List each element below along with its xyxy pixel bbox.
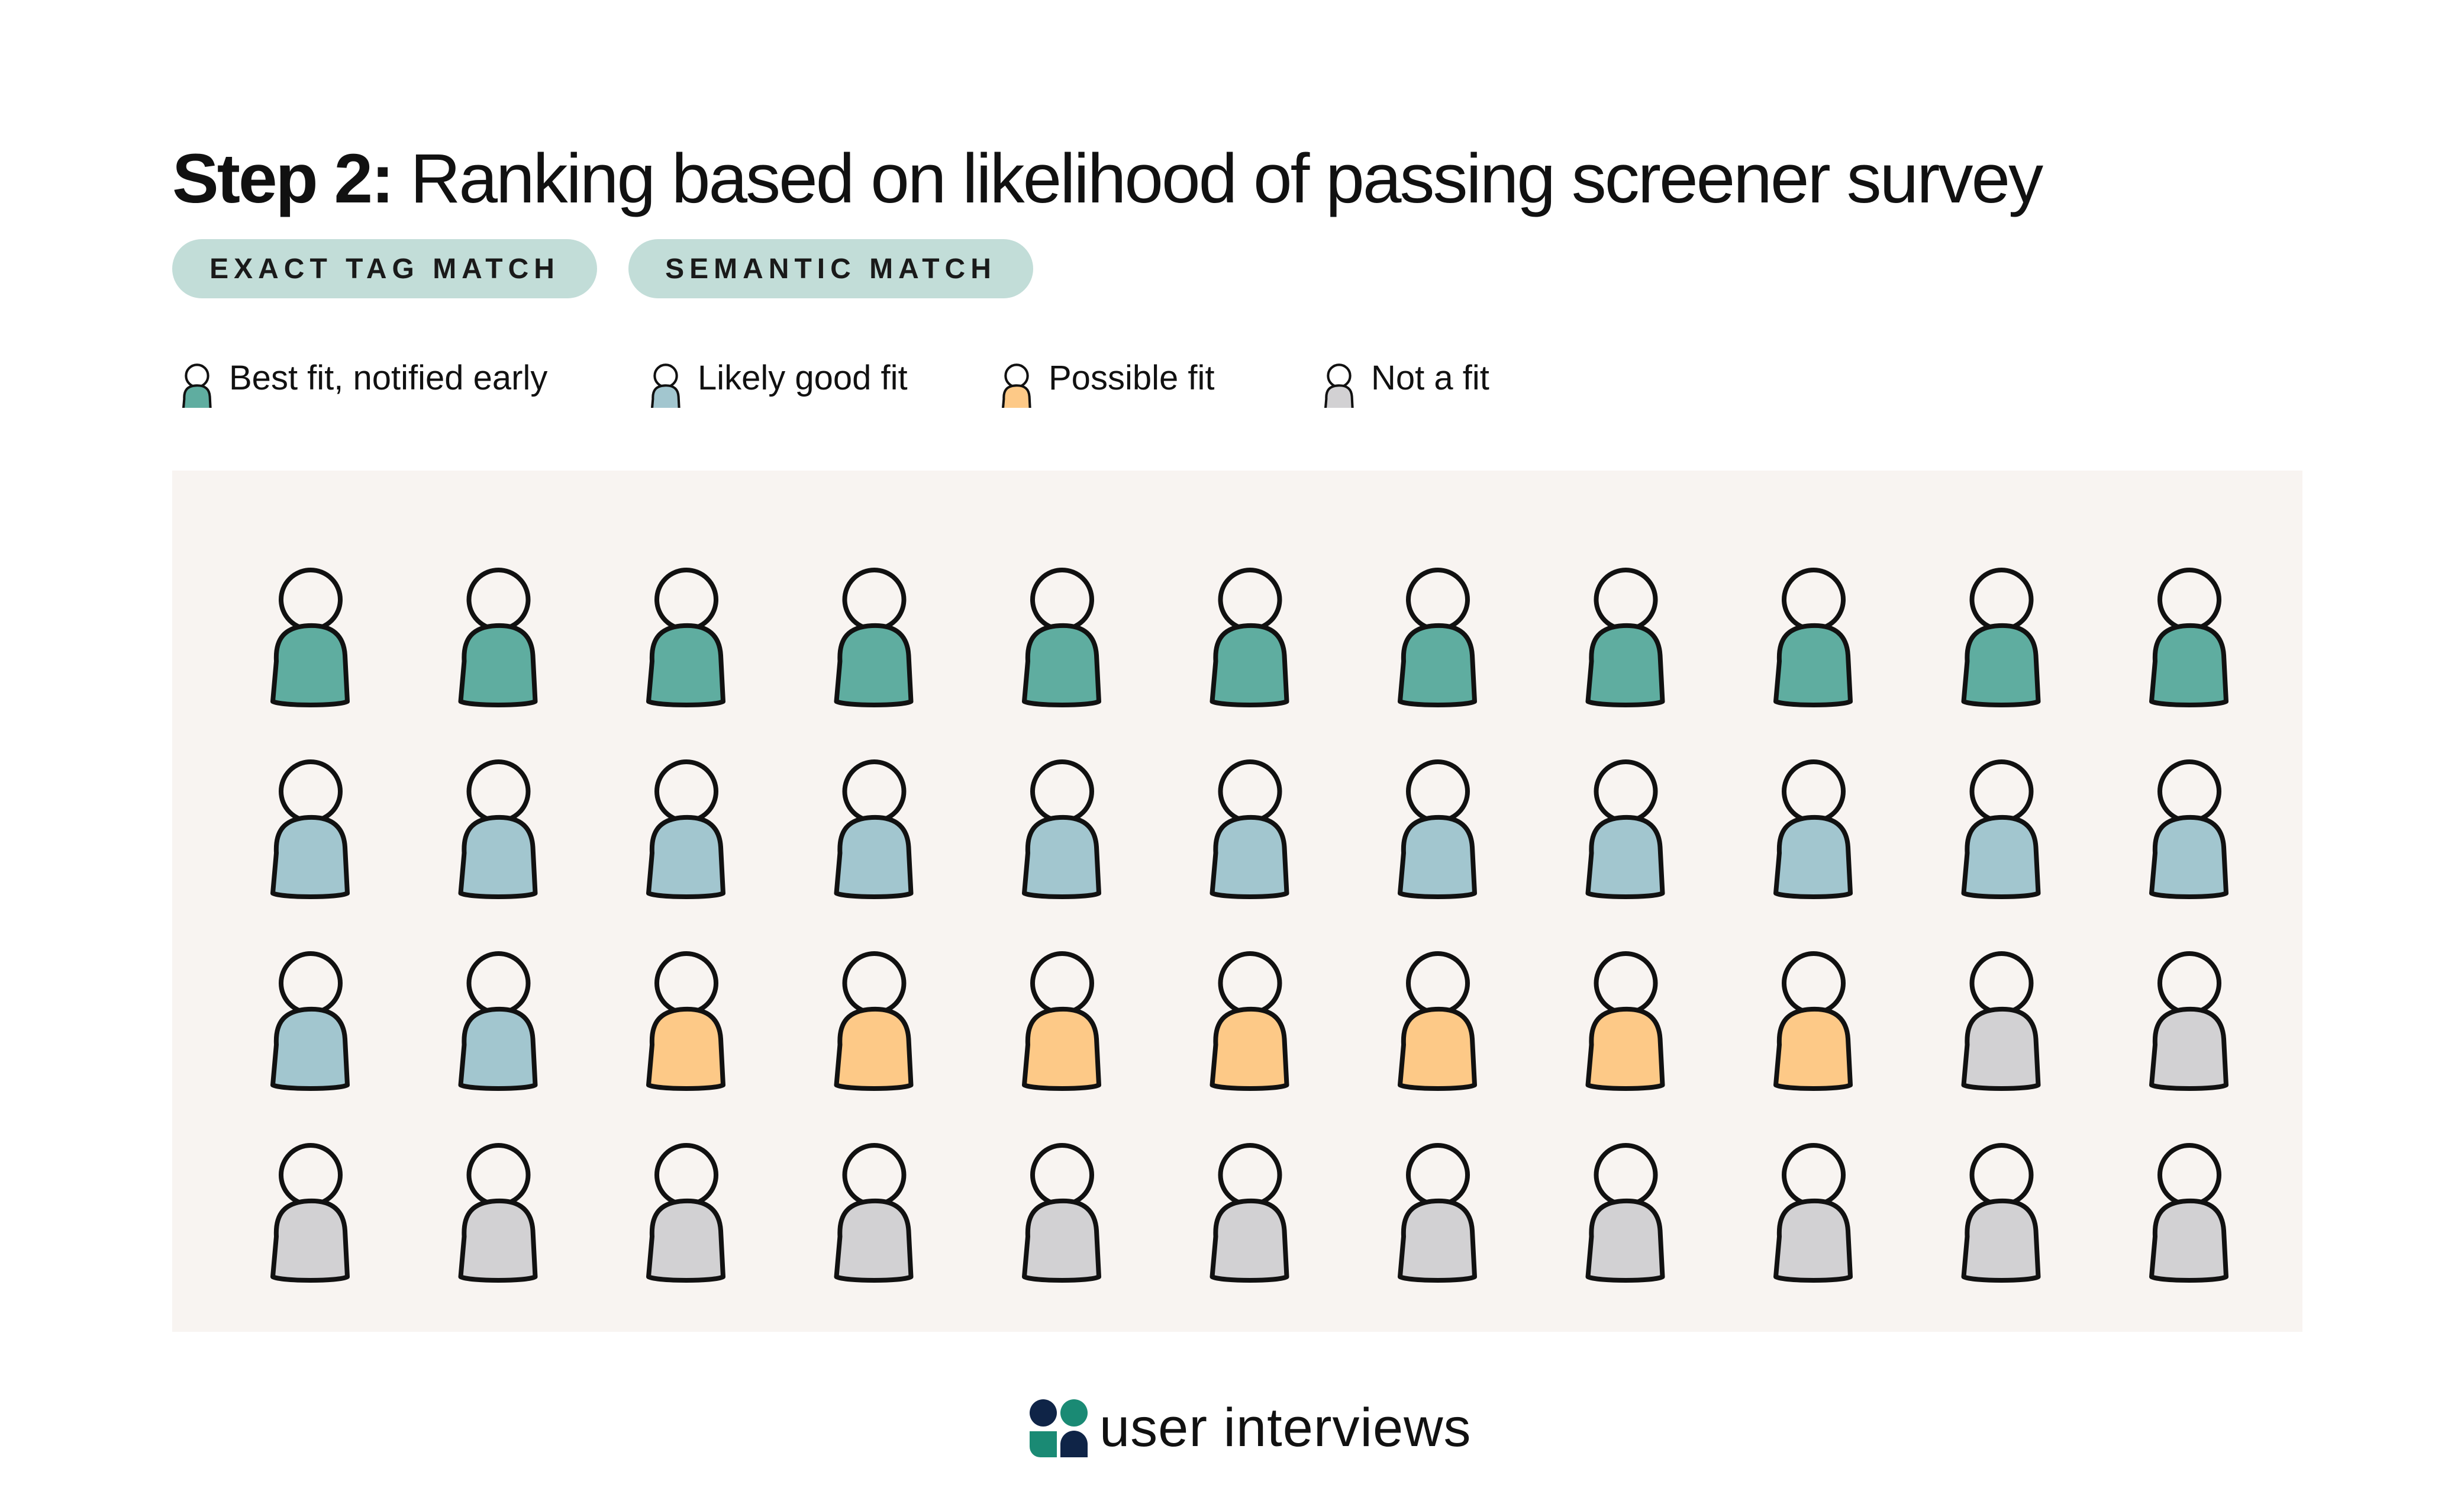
legend-label: Possible fit (1049, 358, 1215, 397)
legend-item-possible-fit: Possible fit (1000, 348, 1215, 408)
person-icon (182, 363, 212, 408)
page-title: Step 2: Ranking based on likelihood of p… (172, 137, 2043, 220)
person-icon (1022, 568, 1101, 707)
person-icon (1398, 568, 1477, 707)
person-icon (458, 951, 538, 1091)
person-icon (1773, 759, 1853, 899)
person-icon (458, 568, 538, 707)
person-icon (1001, 363, 1031, 408)
person-icon (646, 568, 725, 707)
person-icon (1961, 759, 2041, 899)
person-icon (1210, 568, 1289, 707)
person-icon (458, 759, 538, 899)
participant-grid (270, 568, 2228, 1283)
person-icon (1585, 1143, 1665, 1283)
person-icon (458, 1143, 538, 1283)
title-step: Step 2: (172, 140, 394, 218)
legend-label: Best fit, notified early (229, 358, 548, 397)
person-icon (1398, 1143, 1477, 1283)
legend-item-likely-good-fit: Likely good fit (649, 348, 908, 408)
brand-name: user interviews (1099, 1398, 1472, 1458)
participant-grid-panel (172, 471, 2302, 1332)
exact-tag-match-badge: EXACT TAG MATCH (172, 239, 597, 298)
person-icon (1001, 363, 1031, 408)
person-icon (1773, 568, 1853, 707)
person-icon (646, 951, 725, 1091)
person-icon (646, 1143, 725, 1283)
semantic-match-badge: SEMANTIC MATCH (628, 239, 1033, 298)
user-interviews-logo-icon (1030, 1399, 1088, 1457)
person-icon (1961, 1143, 2041, 1283)
person-icon (270, 1143, 350, 1283)
person-icon (1398, 759, 1477, 899)
person-icon (1210, 1143, 1289, 1283)
legend-label: Not a fit (1371, 358, 1489, 397)
legend-label: Likely good fit (698, 358, 908, 397)
person-icon (1773, 951, 1853, 1091)
legend-item-not-a-fit: Not a fit (1323, 348, 1489, 408)
person-icon (270, 951, 350, 1091)
person-icon (1210, 951, 1289, 1091)
person-icon (650, 363, 680, 408)
person-icon (1773, 1143, 1853, 1283)
person-icon (1022, 759, 1101, 899)
person-icon (834, 1143, 914, 1283)
person-icon (650, 363, 680, 408)
person-icon (1961, 951, 2041, 1091)
person-icon (270, 759, 350, 899)
person-icon (2149, 759, 2228, 899)
person-icon (1210, 759, 1289, 899)
person-icon (270, 568, 350, 707)
person-icon (834, 568, 914, 707)
person-icon (1022, 1143, 1101, 1283)
person-icon (2149, 568, 2228, 707)
person-icon (2149, 951, 2228, 1091)
brand-footer: user interviews (1028, 1397, 1472, 1459)
person-icon (1585, 951, 1665, 1091)
person-icon (1324, 363, 1354, 408)
legend-item-best-fit: Best fit, notified early (180, 348, 548, 408)
person-icon (834, 951, 914, 1091)
person-icon (1022, 951, 1101, 1091)
person-icon (1398, 951, 1477, 1091)
person-icon (1961, 568, 2041, 707)
person-icon (182, 363, 212, 408)
person-icon (834, 759, 914, 899)
person-icon (1324, 363, 1354, 408)
person-icon (1585, 759, 1665, 899)
person-icon (1585, 568, 1665, 707)
person-icon (646, 759, 725, 899)
person-icon (2149, 1143, 2228, 1283)
title-text: Ranking based on likelihood of passing s… (392, 140, 2043, 218)
